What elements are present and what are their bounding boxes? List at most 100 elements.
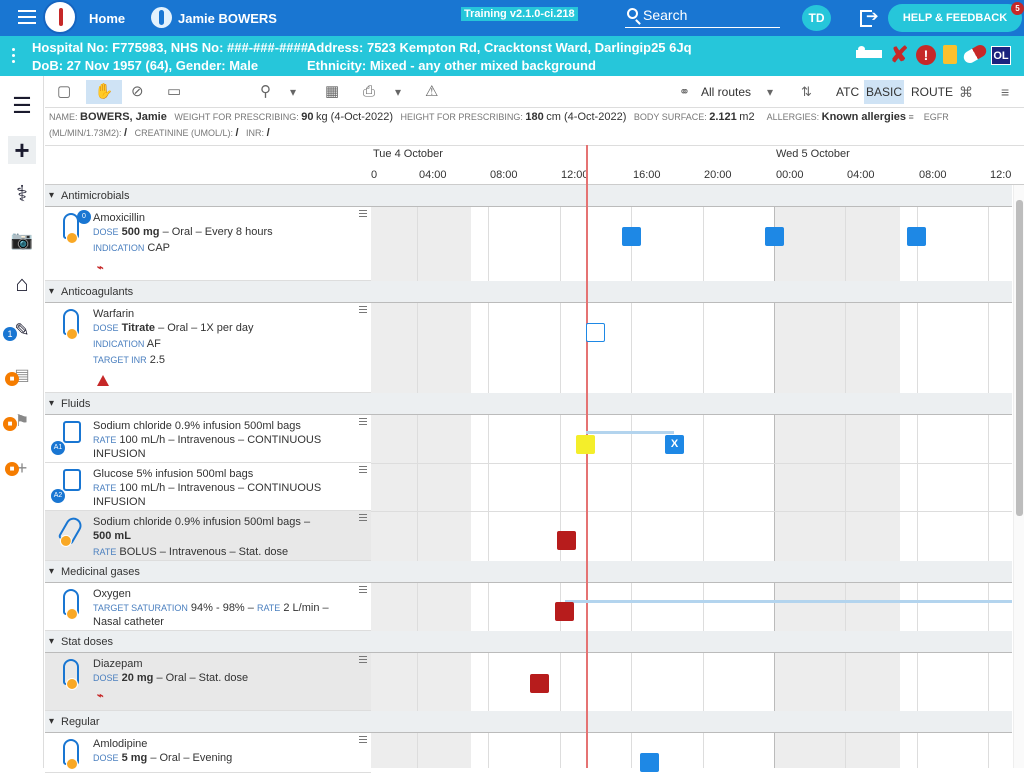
med-row-oxygen[interactable]: Oxygen TARGET SATURATION 94% - 98% – RAT… [45, 583, 371, 631]
med-row-warfarin[interactable]: Warfarin DOSE Titrate – Oral – 1X per da… [45, 303, 371, 393]
help-feedback-button[interactable]: HELP & FEEDBACK 5 [888, 2, 1024, 32]
chevron-down-icon[interactable]: ▾ [290, 85, 297, 99]
warning-icon[interactable]: ⚠ [425, 83, 439, 100]
target-inr-label: TARGET INR [93, 355, 147, 365]
scheduled-dose[interactable] [640, 753, 659, 772]
camera-icon[interactable]: 📷 [10, 230, 34, 250]
dose-value: 20 mg [121, 672, 154, 684]
row-menu-icon[interactable] [359, 586, 367, 594]
dose-label: DOSE [93, 227, 119, 237]
scheduled-dose[interactable] [622, 227, 641, 246]
add-icon[interactable]: + [16, 458, 28, 478]
dose-detail: – Oral – Every 8 hours [162, 226, 273, 238]
chevron-down-icon[interactable]: ▾ [767, 85, 774, 99]
routes-select[interactable]: All routes [701, 85, 752, 99]
med-row-sodium-chloride[interactable]: A1 Sodium chloride 0.9% infusion 500ml b… [45, 415, 371, 463]
scrollbar-thumb[interactable] [1016, 200, 1023, 516]
hospital-nhs-numbers: Hospital No: F775983, NHS No: ###-###-##… [32, 40, 308, 55]
sort-icon[interactable]: ⇅ [801, 84, 812, 99]
plus-icon[interactable]: + [8, 136, 36, 164]
given-dose[interactable] [555, 602, 574, 621]
row-divider [371, 511, 1012, 512]
infusion-stop[interactable]: X [665, 435, 684, 454]
atc-button[interactable]: ATC [836, 85, 860, 99]
syringe-icon [57, 514, 85, 546]
oxygen-duration-bar [565, 600, 1012, 603]
stethoscope-icon[interactable]: ⚕ [16, 181, 28, 206]
weight-value: 90 [301, 111, 314, 123]
route-button[interactable]: ROUTE [911, 85, 953, 99]
infusion-start[interactable] [576, 435, 595, 454]
hour-label: 04:00 [847, 169, 875, 181]
saturation-value: 94% - 98% – [190, 602, 254, 614]
grid-line [845, 185, 846, 768]
row-menu-icon[interactable] [359, 418, 367, 426]
indication-value: AF [146, 338, 161, 350]
dose-label: DOSE [93, 323, 119, 333]
chart-icon[interactable]: ▦ [325, 83, 340, 100]
prescribe-badge: 1 [3, 327, 17, 341]
hand-icon[interactable]: ✋ [86, 80, 122, 104]
view-icon[interactable]: ▢ [57, 83, 72, 100]
med-row-diazepam[interactable]: Diazepam DOSE 20 mg – Oral – Stat. dose … [45, 653, 371, 711]
alert-icon[interactable]: ! [916, 45, 936, 65]
patient-banner: Hospital No: F775983, NHS No: ###-###-##… [0, 36, 1024, 76]
walk-icon[interactable]: ⚑ [14, 413, 30, 430]
bed-icon[interactable] [856, 46, 884, 62]
med-row-glucose[interactable]: A2 Glucose 5% infusion 500ml bags RATE 1… [45, 463, 371, 511]
scrollbar[interactable] [1013, 185, 1024, 768]
add-med-icon[interactable]: ⚲ [260, 83, 271, 100]
more-menu-icon[interactable]: ≡ [1001, 84, 1010, 100]
section-header[interactable]: Anticoagulants [45, 281, 1012, 303]
section-header[interactable]: Fluids [45, 393, 1012, 415]
row-menu-icon[interactable] [359, 656, 367, 664]
chevron-down-icon[interactable]: ▾ [395, 85, 402, 99]
scheduled-dose[interactable] [765, 227, 784, 246]
more-options-icon[interactable] [12, 48, 16, 64]
given-dose[interactable] [557, 531, 576, 550]
house-icon[interactable]: ⌂ [15, 271, 29, 296]
allergies-value[interactable]: Known allergies [821, 111, 906, 123]
infusion-icon [63, 469, 81, 491]
section-header[interactable]: Medicinal gases [45, 561, 1012, 583]
warning-icon [97, 375, 109, 386]
section-header[interactable]: Regular [45, 711, 1012, 733]
patient-name[interactable]: Jamie BOWERS [178, 11, 277, 26]
row-menu-icon[interactable] [359, 514, 367, 522]
settings-icon[interactable]: ⌘ [959, 84, 973, 100]
section-header[interactable]: Stat doses [45, 631, 1012, 653]
med-row-amlodipine[interactable]: Amlodipine DOSE 5 mg – Oral – Evening [45, 733, 371, 773]
logout-icon[interactable] [860, 7, 880, 27]
infusion-badge: A2 [51, 489, 65, 503]
given-dose[interactable] [530, 674, 549, 693]
day-label: Tue 4 October [373, 148, 443, 160]
red-cross-icon[interactable]: ✘ [890, 42, 909, 67]
name-label: NAME: [49, 112, 78, 122]
med-row-bolus[interactable]: Sodium chloride 0.9% infusion 500ml bags… [45, 511, 371, 561]
basic-button[interactable]: BASIC [864, 80, 904, 104]
hour-label: 16:00 [633, 169, 661, 181]
med-row-amoxicillin[interactable]: 0 Amoxicillin DOSE 500 mg – Oral – Every… [45, 207, 371, 281]
pill-icon[interactable] [961, 42, 989, 66]
list-icon[interactable]: ☰ [12, 93, 32, 118]
prescribe-icon[interactable]: ✎ [14, 320, 30, 340]
user-avatar[interactable]: TD [802, 5, 831, 31]
note-icon[interactable]: ▭ [167, 83, 182, 100]
pending-dose[interactable] [586, 323, 605, 342]
search-field[interactable]: Search [625, 5, 780, 28]
menu-icon[interactable] [18, 10, 36, 24]
chart-toolbar: ▢ ✋ ⊘ ▭ ⚲ ▾ ▦ ⎙ ▾ ⚠ ⚭ All routes ▾ ⇅ ATC… [45, 76, 1024, 108]
row-menu-icon[interactable] [359, 736, 367, 744]
print-icon[interactable]: ⎙ [363, 83, 376, 100]
row-menu-icon[interactable] [359, 210, 367, 218]
document-icon[interactable] [943, 45, 957, 64]
routes-icon: ⚭ [679, 84, 690, 99]
dose-detail: – Oral – Stat. dose [156, 672, 249, 684]
row-menu-icon[interactable] [359, 466, 367, 474]
section-header[interactable]: Antimicrobials [45, 185, 1012, 207]
ol-badge[interactable]: OL [991, 46, 1011, 65]
row-menu-icon[interactable] [359, 306, 367, 314]
home-link[interactable]: Home [89, 11, 126, 26]
compass-icon[interactable]: ⊘ [131, 83, 144, 100]
scheduled-dose[interactable] [907, 227, 926, 246]
